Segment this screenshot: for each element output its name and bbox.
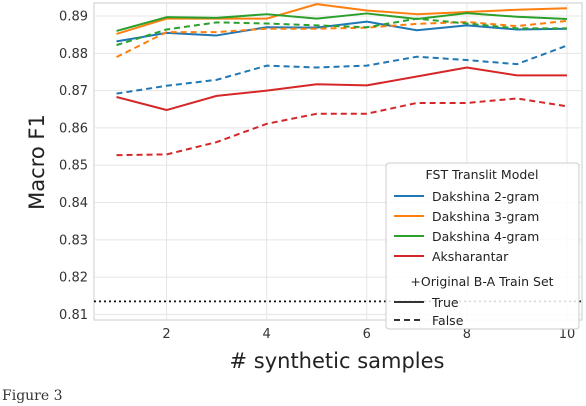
- x-tick-label: 2: [162, 327, 170, 342]
- legend-title: FST Translit Model: [426, 167, 539, 182]
- x-tick-label: 4: [263, 327, 271, 342]
- y-tick-label: 0.84: [59, 196, 88, 211]
- legend-label-true: True: [431, 295, 459, 310]
- y-axis-label: Macro F1: [25, 114, 49, 210]
- y-tick-label: 0.85: [59, 159, 88, 174]
- y-tick-label: 0.88: [59, 47, 88, 62]
- y-tick-labels: 0.81 0.82 0.83 0.84 0.85 0.86 0.87 0.88 0.89: [59, 10, 88, 323]
- series-line-dakshina-3-gram-dashed: [116, 19, 568, 58]
- series-line-aksharantar-dashed: [116, 97, 568, 157]
- legend-label-dakshina-2gram: Dakshina 2-gram: [432, 189, 539, 204]
- line-chart: 2 4 6 8 10 0.810.820.830.840.850.860.870.880…: [25, 2, 583, 373]
- x-axis-label: # synthetic samples: [230, 349, 445, 373]
- legend: FST Translit Model Dakshina 2-gram Daksh…: [385, 162, 580, 330]
- x-tick-labels: 2 4 6 8 10: [162, 327, 575, 342]
- legend-label-dakshina-4gram: Dakshina 4-gram: [432, 229, 539, 244]
- legend-style-title: +Original B-A Train Set: [410, 274, 553, 289]
- series-line-dakshina-2-gram-dashed: [116, 44, 568, 95]
- y-tick-label: 0.81: [59, 308, 88, 323]
- legend-label-false: False: [432, 313, 464, 328]
- legend-box: [385, 162, 580, 330]
- series-line-aksharantar-solid: [116, 66, 567, 112]
- x-tick-label: 8: [463, 327, 471, 342]
- series-line-dakshina-2-gram-solid: [116, 20, 567, 43]
- x-tick-label: 10: [559, 327, 576, 342]
- series-line-dakshina-4-gram-solid: [116, 12, 568, 32]
- y-tick-label: 0.83: [59, 233, 88, 248]
- y-tick-label: 0.86: [59, 121, 88, 136]
- x-tick-label: 6: [363, 327, 371, 342]
- legend-label-dakshina-3gram: Dakshina 3-gram: [432, 209, 539, 224]
- y-tick-label: 0.87: [59, 84, 88, 99]
- y-tick-label: 0.89: [59, 10, 88, 25]
- series-line-dakshina-3-gram-solid: [116, 3, 568, 35]
- series-lines: [116, 3, 568, 157]
- legend-label-aksharantar: Aksharantar: [432, 249, 509, 264]
- figure-caption: Figure 3: [2, 388, 63, 404]
- y-tick-label: 0.82: [59, 271, 88, 286]
